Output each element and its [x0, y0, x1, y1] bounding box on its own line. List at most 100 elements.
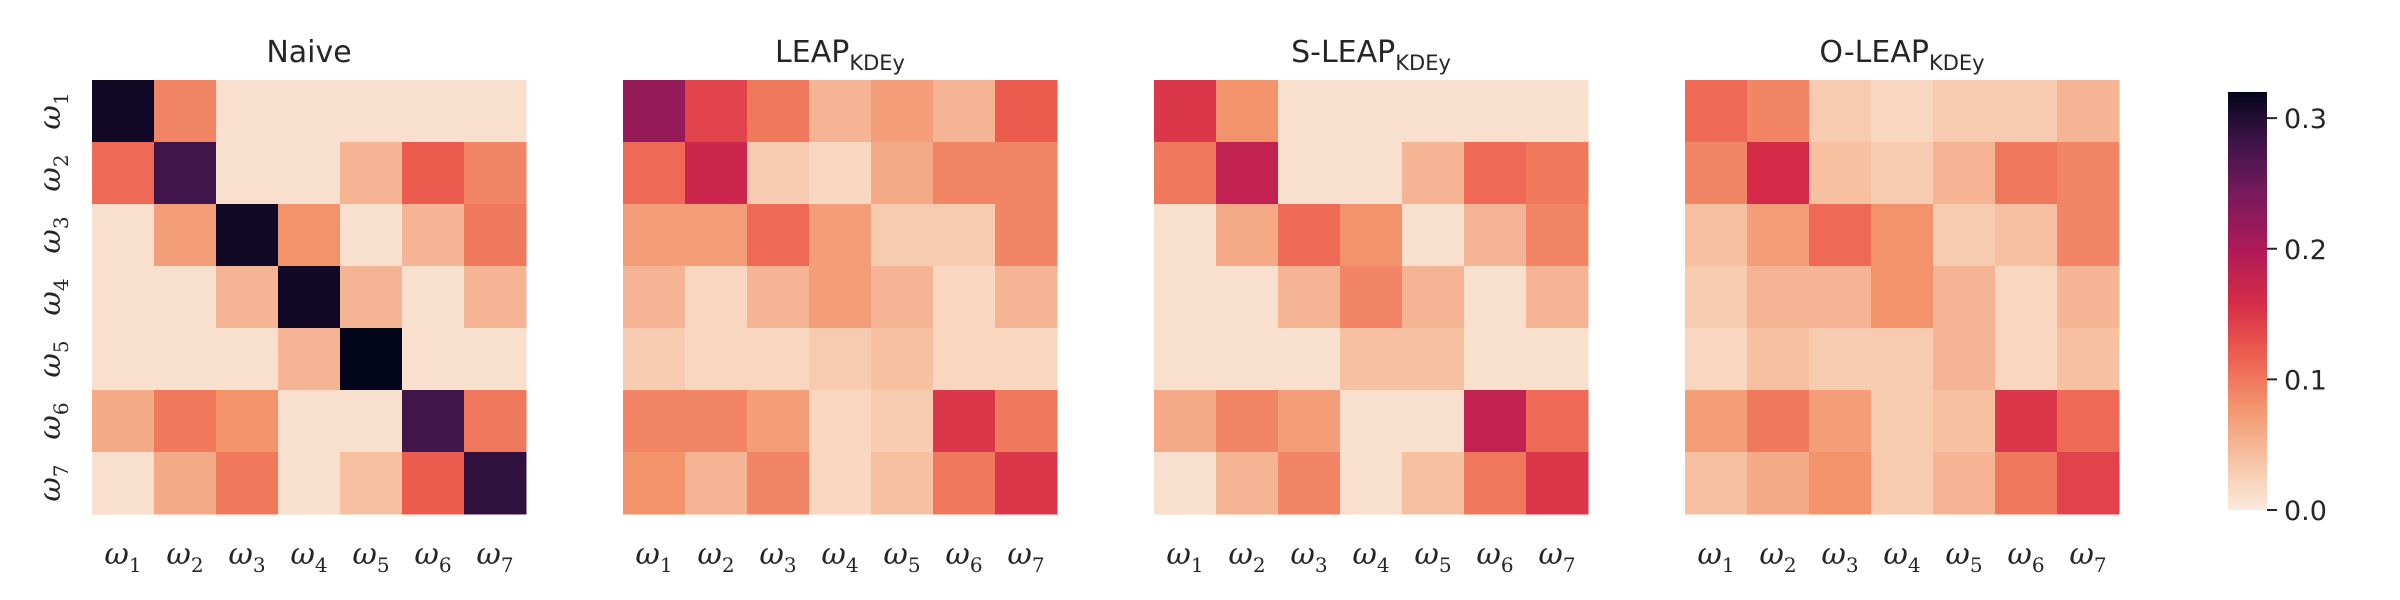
- heatmap-cell: [747, 390, 810, 453]
- heatmap-panel: Naive ω1 ω2 ω3 ω4 ω5 ω6 ω7 ω1 ω2 ω3 ω4 ω5 ω6 ω7: [33, 35, 527, 577]
- heatmap-cell: [685, 328, 748, 391]
- heatmap-cell: [278, 266, 341, 329]
- heatmap-cell: [340, 142, 403, 205]
- heatmap-cell: [1933, 204, 1996, 267]
- heatmap-cell: [340, 266, 403, 329]
- heatmap-cell: [1747, 80, 1810, 143]
- heatmap-cell: [685, 452, 748, 515]
- heatmap-cell: [216, 266, 279, 329]
- heatmap-cell: [1809, 266, 1872, 329]
- heatmap-cell: [1340, 204, 1403, 267]
- heatmap-cell: [623, 80, 686, 143]
- heatmap-cell: [1402, 328, 1465, 391]
- x-tick-label: ω2: [1759, 537, 1796, 577]
- heatmap-cell: [1154, 266, 1217, 329]
- heatmap-cell: [685, 266, 748, 329]
- heatmap-cell: [933, 390, 996, 453]
- heatmap-cell: [154, 204, 217, 267]
- x-tick-label: ω2: [697, 537, 734, 577]
- heatmap-cell: [1464, 80, 1527, 143]
- heatmap-cell: [1809, 452, 1872, 515]
- heatmap-cell: [1933, 266, 1996, 329]
- heatmap-cell: [809, 266, 872, 329]
- heatmap-cell: [1278, 328, 1341, 391]
- heatmap-cell: [402, 328, 465, 391]
- heatmap-cell: [154, 452, 217, 515]
- heatmap-cell: [871, 390, 934, 453]
- heatmap-cell: [92, 390, 155, 453]
- heatmap-cell: [1216, 266, 1279, 329]
- heatmap-cell: [933, 142, 996, 205]
- heatmap-cell: [623, 142, 686, 205]
- heatmap-cell: [1340, 328, 1403, 391]
- x-tick-label: ω7: [1007, 537, 1044, 577]
- heatmap-cell: [154, 328, 217, 391]
- x-tick-label: ω4: [1883, 537, 1920, 577]
- heatmap-cell: [1933, 328, 1996, 391]
- y-tick-label: ω6: [33, 402, 73, 439]
- heatmap-cell: [92, 266, 155, 329]
- heatmap-cell: [1526, 390, 1589, 453]
- heatmap-cell: [995, 204, 1058, 267]
- heatmap-cell: [1871, 80, 1934, 143]
- heatmap-cell: [1402, 266, 1465, 329]
- heatmap-cell: [1933, 142, 1996, 205]
- colorbar-tick-label: 0.0: [2284, 496, 2327, 527]
- heatmap-cell: [1340, 80, 1403, 143]
- heatmap-cell: [1526, 266, 1589, 329]
- x-tick-label: ω5: [352, 537, 389, 577]
- heatmap-cell: [1995, 266, 2058, 329]
- heatmap-cell: [1995, 328, 2058, 391]
- heatmap-cell: [2057, 204, 2120, 267]
- heatmap-cell: [623, 266, 686, 329]
- heatmap-cell: [809, 142, 872, 205]
- heatmap-panel: LEAPKDEy ω1 ω2 ω3 ω4 ω5 ω6 ω7: [623, 35, 1058, 577]
- heatmap-cell: [1685, 80, 1748, 143]
- x-tick-label: ω3: [1290, 537, 1327, 577]
- heatmap-cell: [402, 266, 465, 329]
- heatmap-cell: [1871, 266, 1934, 329]
- heatmap-cell: [1340, 452, 1403, 515]
- y-tick-label: ω3: [33, 216, 73, 253]
- heatmap-cell: [1402, 80, 1465, 143]
- heatmap-cell: [1933, 80, 1996, 143]
- heatmap-cell: [278, 390, 341, 453]
- heatmap-cell: [464, 452, 527, 515]
- heatmap-cell: [747, 266, 810, 329]
- heatmap-cell: [747, 80, 810, 143]
- x-tick-label: ω6: [2007, 537, 2044, 577]
- x-tick-label: ω6: [1476, 537, 1513, 577]
- x-tick-label: ω7: [2069, 537, 2106, 577]
- heatmap-cell: [216, 204, 279, 267]
- heatmap-cell: [2057, 452, 2120, 515]
- colorbar-tick-label: 0.3: [2284, 104, 2327, 135]
- heatmap-cell: [340, 390, 403, 453]
- heatmap-cell: [1216, 80, 1279, 143]
- heatmap-cell: [623, 204, 686, 267]
- heatmap-cell: [340, 452, 403, 515]
- colorbar-tick-label: 0.1: [2284, 365, 2327, 396]
- heatmap-panel: O-LEAPKDEy ω1 ω2 ω3 ω4 ω5 ω6 ω7: [1685, 35, 2120, 577]
- heatmap-cell: [92, 204, 155, 267]
- heatmap-cell: [871, 142, 934, 205]
- heatmap-cell: [1154, 204, 1217, 267]
- heatmap-cell: [1747, 266, 1810, 329]
- heatmap-cell: [1809, 204, 1872, 267]
- heatmap-cell: [92, 142, 155, 205]
- heatmap-cell: [1464, 390, 1527, 453]
- heatmap-cell: [685, 142, 748, 205]
- heatmap-cell: [995, 328, 1058, 391]
- heatmap-cell: [871, 452, 934, 515]
- heatmap-cell: [1154, 390, 1217, 453]
- heatmap-cell: [1995, 142, 2058, 205]
- heatmap-cell: [1526, 452, 1589, 515]
- heatmap-cell: [1216, 390, 1279, 453]
- heatmap-cell: [1933, 452, 1996, 515]
- heatmap-cell: [1809, 390, 1872, 453]
- heatmap-cell: [464, 266, 527, 329]
- heatmap-cell: [995, 452, 1058, 515]
- heatmap-cell: [1526, 142, 1589, 205]
- heatmap-cell: [1402, 452, 1465, 515]
- x-tick-label: ω4: [290, 537, 327, 577]
